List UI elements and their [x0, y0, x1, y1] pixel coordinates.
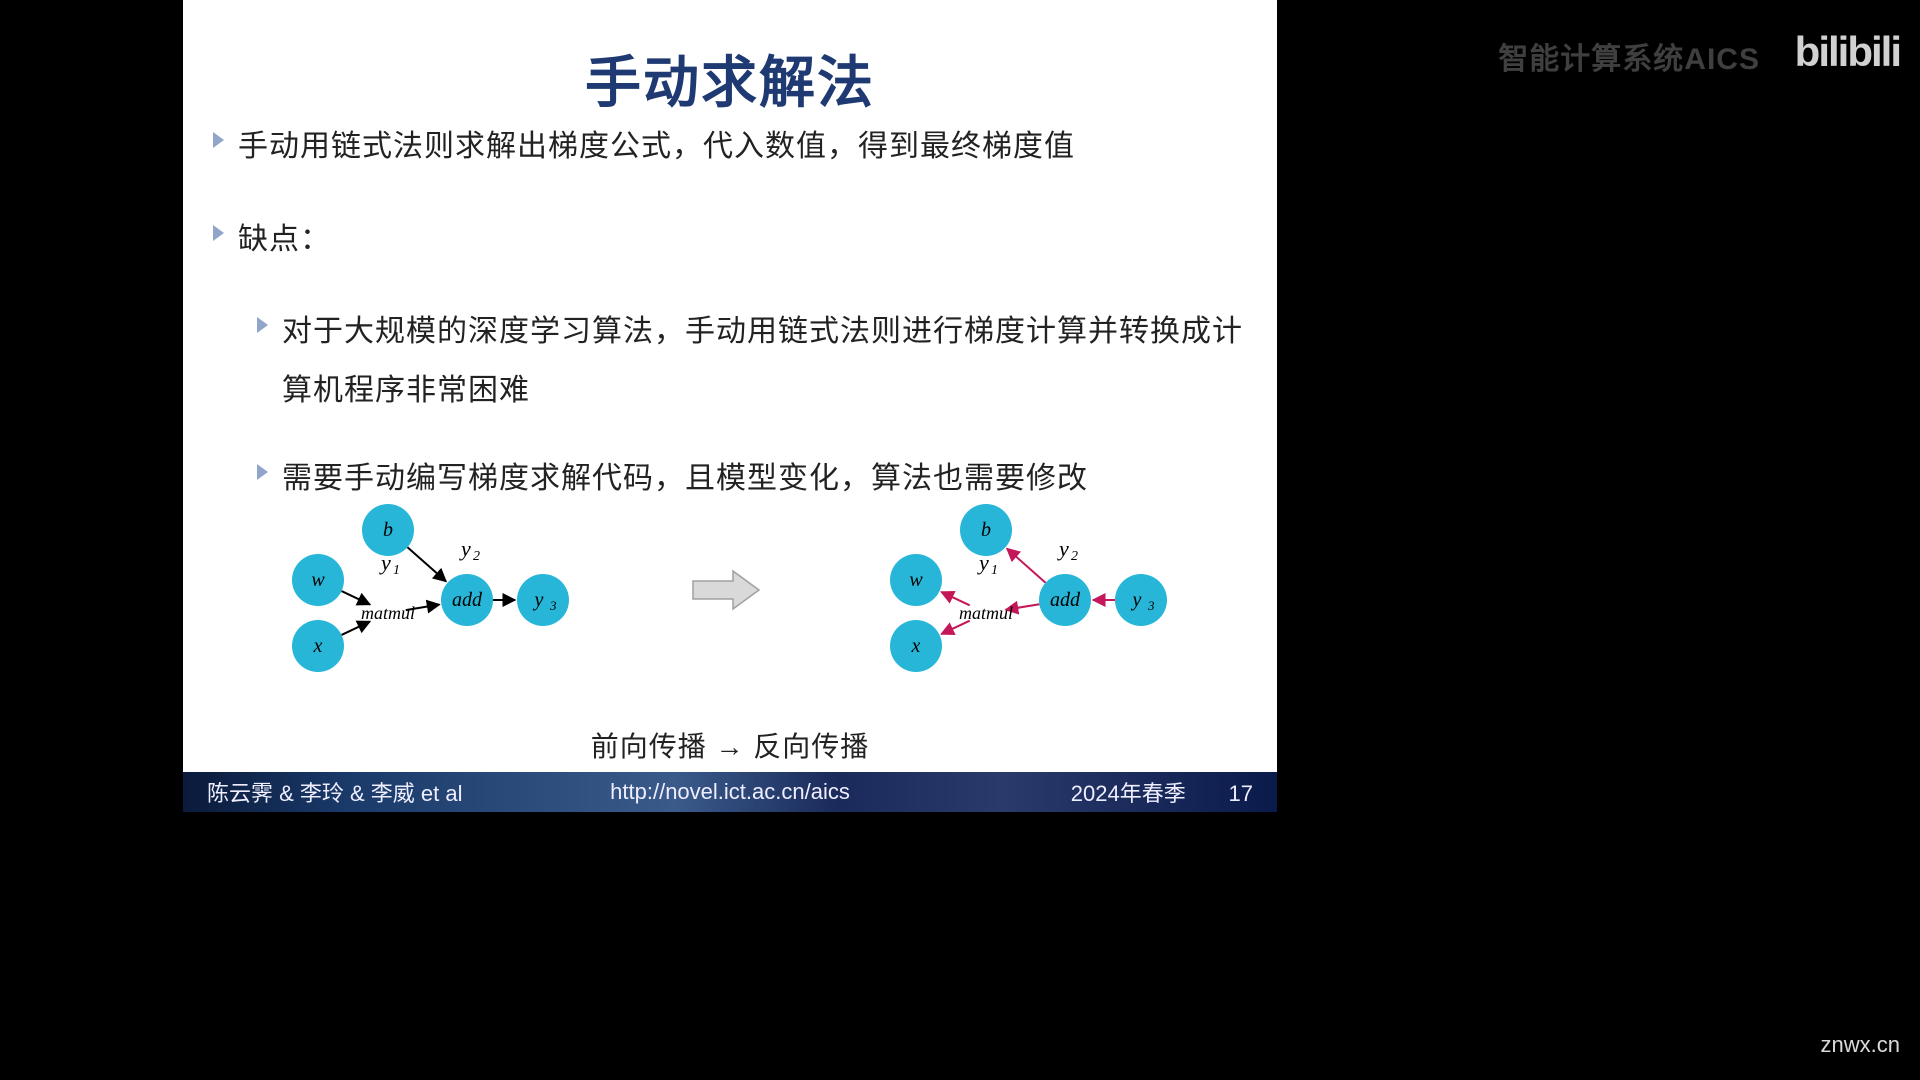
bullet-caret-icon: [257, 464, 268, 480]
svg-text:w: w: [311, 569, 325, 591]
footer-page: 17: [1229, 781, 1253, 806]
svg-text:b: b: [383, 519, 393, 541]
svg-text:y: y: [459, 536, 471, 561]
watermark-bilibili: bilibili: [1795, 28, 1900, 76]
stage: 手动求解法 手动用链式法则求解出梯度公式，代入数值，得到最终梯度值 缺点： 对于…: [0, 0, 1920, 1080]
bullet-3-text: 对于大规模的深度学习算法，手动用链式法则进行梯度计算并转换成计算机程序非常困难: [282, 303, 1247, 420]
watermark-aics: 智能计算系统AICS: [1498, 34, 1760, 78]
bullet-list: 手动用链式法则求解出梯度公式，代入数值，得到最终梯度值 缺点： 对于大规模的深度…: [213, 118, 1247, 509]
svg-text:y: y: [1131, 589, 1142, 611]
bullet-caret-icon: [257, 317, 268, 333]
footer-right: 2024年春季 17: [1071, 776, 1253, 808]
bullet-1: 手动用链式法则求解出梯度公式，代入数值，得到最终梯度值: [213, 118, 1247, 177]
svg-text:y: y: [533, 589, 544, 611]
bullet-1-text: 手动用链式法则求解出梯度公式，代入数值，得到最终梯度值: [238, 118, 1075, 177]
svg-text:y: y: [379, 550, 391, 575]
footer-authors: 陈云霁 & 李玲 & 李威 et al: [207, 776, 463, 808]
svg-text:add: add: [1050, 589, 1081, 611]
watermark-znwx: znwx.cn: [1821, 1032, 1900, 1058]
bullet-2: 缺点：: [213, 211, 1247, 270]
svg-text:1: 1: [991, 563, 998, 578]
bullet-caret-icon: [213, 132, 224, 148]
diagram-area: bwxmatmuladdy3y1y2bwxmatmuladdy3y1y2: [183, 490, 1277, 710]
svg-text:3: 3: [1147, 598, 1155, 613]
footer-url: http://novel.ict.ac.cn/aics: [610, 779, 850, 805]
svg-text:b: b: [981, 519, 991, 541]
svg-text:add: add: [452, 589, 483, 611]
bullet-caret-icon: [213, 225, 224, 241]
svg-text:w: w: [909, 569, 923, 591]
bullet-3: 对于大规模的深度学习算法，手动用链式法则进行梯度计算并转换成计算机程序非常困难: [257, 303, 1247, 420]
svg-text:2: 2: [1071, 549, 1078, 564]
diagram-caption: 前向传播 → 反向传播: [183, 725, 1277, 765]
svg-text:x: x: [313, 635, 323, 657]
svg-text:1: 1: [393, 563, 400, 578]
slide-title: 手动求解法: [183, 38, 1277, 119]
svg-text:matmul: matmul: [959, 603, 1013, 623]
slide: 手动求解法 手动用链式法则求解出梯度公式，代入数值，得到最终梯度值 缺点： 对于…: [183, 0, 1277, 810]
svg-text:y: y: [1057, 536, 1069, 561]
svg-text:matmul: matmul: [361, 603, 415, 623]
svg-text:3: 3: [549, 598, 557, 613]
svg-text:2: 2: [473, 549, 480, 564]
computation-graph-diagram: bwxmatmuladdy3y1y2bwxmatmuladdy3y1y2: [183, 490, 1277, 690]
bullet-2-text: 缺点：: [238, 211, 331, 270]
slide-footer: 陈云霁 & 李玲 & 李威 et al http://novel.ict.ac.…: [183, 772, 1277, 812]
svg-text:x: x: [911, 635, 921, 657]
svg-text:y: y: [977, 550, 989, 575]
footer-term: 2024年春季: [1071, 781, 1186, 806]
